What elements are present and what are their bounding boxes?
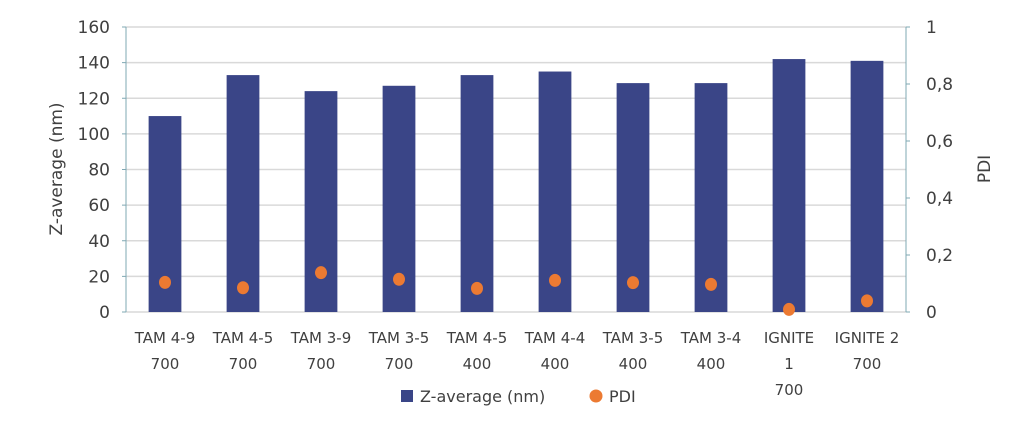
point-pdi: [393, 272, 405, 286]
y-tick-label: 20: [88, 267, 110, 287]
x-tick-label: TAM 3-5 700: [368, 329, 429, 373]
point-pdi: [549, 273, 561, 287]
y2-tick-label: 0,4: [926, 189, 953, 209]
point-pdi: [861, 294, 873, 308]
y-axis-label: Z-average (nm): [47, 102, 67, 235]
x-tick-label: TAM 3-5 400: [602, 329, 663, 373]
x-tick-label: TAM 4-4 400: [524, 329, 585, 373]
x-tick-label: IGNITE 1 700: [764, 329, 814, 399]
y-tick-label: 140: [78, 54, 110, 74]
point-pdi: [627, 276, 639, 290]
point-pdi: [159, 275, 171, 289]
point-pdi: [705, 277, 717, 291]
y-tick-label: 60: [88, 196, 110, 216]
y2-tick-label: 0,6: [926, 132, 953, 152]
y-tick-label: 0: [99, 303, 110, 323]
y2-tick-label: 0,8: [926, 75, 953, 95]
bar-z-average: [694, 83, 728, 312]
x-tick-label: TAM 4-9 700: [134, 329, 195, 373]
x-tick-label: TAM 3-4 400: [680, 329, 741, 373]
y-tick-label: 40: [88, 232, 110, 252]
bar-z-average: [460, 75, 494, 312]
y2-tick-label: 0,2: [926, 246, 953, 266]
point-pdi: [237, 281, 249, 295]
y2-tick-label: 1: [926, 18, 937, 38]
y2-tick-label: 0: [926, 303, 937, 323]
y2-axis-label: PDI: [975, 155, 995, 183]
y-tick-label: 160: [78, 18, 110, 38]
pdi-points: [159, 266, 873, 316]
legend: Z-average (nm) PDI: [401, 387, 636, 406]
x-tick-label: TAM 4-5 700: [212, 329, 273, 373]
legend-bar-swatch: [401, 390, 413, 402]
bar-z-average: [772, 59, 806, 312]
point-pdi: [471, 281, 483, 295]
y-tick-label: 80: [88, 161, 110, 181]
legend-pdi-swatch: [589, 389, 603, 403]
bar-z-average: [850, 60, 884, 312]
y-tick-label: 120: [78, 89, 110, 109]
bar-z-average: [616, 83, 650, 312]
y-tick-label: 100: [78, 125, 110, 145]
bars: [148, 59, 884, 312]
x-tick-label: TAM 4-5 400: [446, 329, 507, 373]
point-pdi: [783, 302, 795, 316]
legend-bar-label: Z-average (nm): [420, 387, 545, 406]
x-tick-label: TAM 3-9 700: [290, 329, 351, 373]
bar-z-average: [226, 75, 260, 312]
axes: 0 20 40 60 80 100 120 140 160 0 0,2 0,4 0,6 0,8 1 TAM 4…: [78, 18, 954, 399]
x-tick-label: IGNITE 2 700: [835, 329, 900, 373]
bar-z-average: [538, 71, 572, 312]
legend-pdi-label: PDI: [609, 387, 636, 406]
point-pdi: [315, 266, 327, 280]
